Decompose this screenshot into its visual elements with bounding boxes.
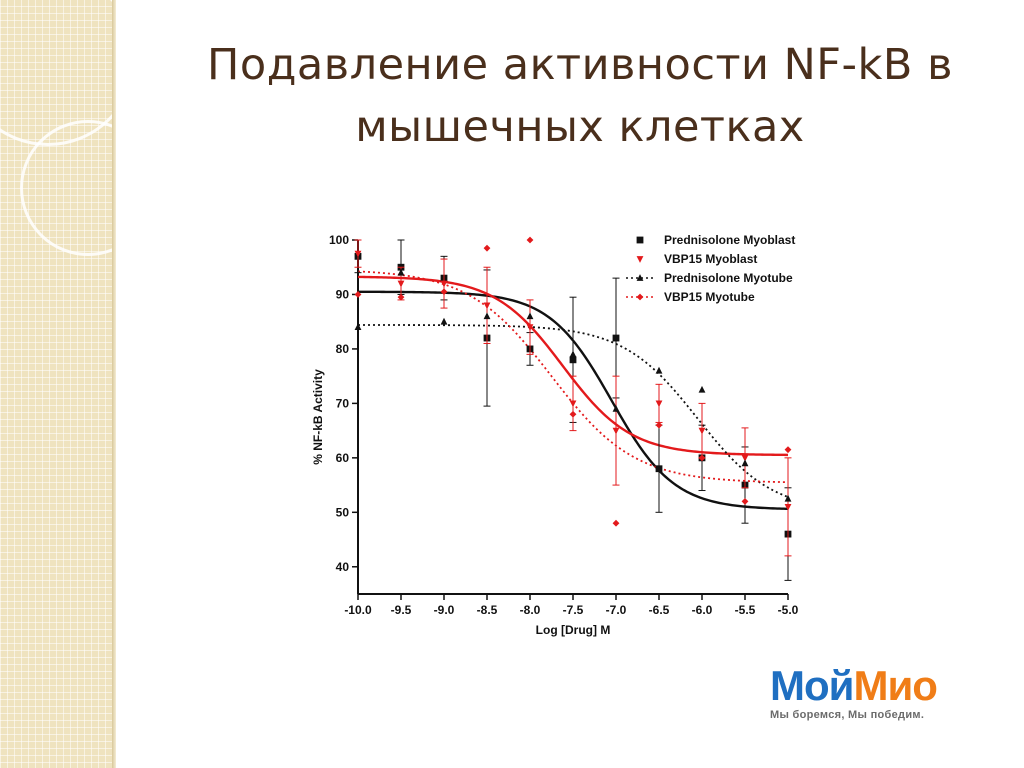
legend-label-1: VBP15 Myoblast [664,252,757,266]
x-tick-label: -5.0 [778,603,799,617]
x-tick-label: -8.0 [520,603,541,617]
x-tick-label: -8.5 [477,603,498,617]
data-point-s2-7 [655,366,663,374]
legend-label-0: Prednisolone Myoblast [664,233,795,247]
legend-label-3: VBP15 Myotube [664,290,755,304]
chart-legend: Prednisolone Myoblast VBP15 Myoblast Predn… [626,233,795,304]
data-point-s1-9 [741,454,749,462]
logo-wordmark: МойМио [770,664,990,708]
legend-marker-3 [636,293,644,301]
data-point-s1-0 [354,250,362,258]
data-point-s3-6 [612,519,620,527]
side-band-edge [112,0,116,768]
data-point-s1-4 [526,324,534,332]
data-point-s3-2 [440,288,448,296]
data-point-s3-9 [741,498,749,505]
y-axis-title: % NF-kB Activity [311,369,325,465]
logo-part-2: Мио [853,662,937,709]
x-tick-label: -7.5 [563,603,584,617]
moymio-logo: МойМио Мы боремся, Мы победим. [770,664,990,724]
x-tick-label: -7.0 [606,603,627,617]
data-point-s3-10 [784,446,792,454]
data-point-s3-7 [655,421,663,429]
legend-label-2: Prednisolone Myotube [664,271,793,285]
legend-marker-0 [636,236,644,244]
data-point-s0-5 [569,356,577,364]
decorative-side-band [0,0,112,768]
data-points [354,236,792,581]
x-tick-label: -6.0 [692,603,713,617]
data-point-s2-5 [569,350,577,358]
data-point-s3-4 [526,236,534,244]
y-tick-label: 60 [336,451,350,465]
x-tick-label: -9.5 [391,603,412,617]
data-point-s1-8 [698,427,706,435]
data-point-s1-1 [397,280,405,288]
data-point-s1-3 [483,302,491,310]
data-point-s3-3 [483,244,491,252]
y-tick-label: 90 [336,287,350,301]
y-tick-label: 80 [336,342,350,356]
logo-part-1: Мой [770,662,854,709]
legend-marker-1 [636,256,644,263]
x-tick-label: -6.5 [649,603,670,617]
dose-response-chart: 40 50 60 70 80 90 100 -10.0 -9.5 -9.0 -8.5 -8.0 -7.5… [311,233,799,637]
data-point-s2-3 [483,312,491,320]
data-point-s1-6 [612,427,620,435]
x-tick-label: -5.5 [735,603,756,617]
data-point-s2-0 [354,323,362,331]
data-point-s2-1 [397,268,405,276]
y-tick-label: 100 [329,233,349,247]
data-point-s0-7 [655,465,663,473]
chart-axes: 40 50 60 70 80 90 100 -10.0 -9.5 -9.0 -8.5 -8.0 -7.5… [311,233,799,637]
data-point-s2-8 [698,385,706,393]
data-point-s2-4 [526,312,534,320]
y-tick-label: 40 [336,560,350,574]
data-point-s1-7 [655,400,663,408]
slide-title-line1: Подавление активности NF-kB в [207,40,953,90]
data-point-s3-0 [354,291,362,298]
data-point-s1-2 [440,280,448,288]
x-tick-label: -10.0 [344,603,372,617]
data-point-s0-6 [612,334,620,342]
slide-title: Подавление активности NF-kB в мышечных к… [150,34,1010,158]
y-tick-label: 50 [336,505,350,519]
data-point-s1-5 [569,400,577,408]
data-point-s2-6 [612,404,620,412]
data-point-s2-9 [741,459,749,467]
slide-title-line2: мышечных клетках [355,102,805,152]
legend-marker-2 [636,274,644,281]
data-point-s3-8 [698,454,706,462]
data-point-s2-10 [784,494,792,502]
x-axis-title: Log [Drug] M [536,623,611,637]
data-point-s1-10 [784,503,792,511]
logo-slogan: Мы боремся, Мы победим. [770,709,925,721]
data-point-s2-2 [440,317,448,325]
y-tick-label: 70 [336,396,350,410]
data-point-s3-5 [569,410,577,418]
x-tick-label: -9.0 [434,603,455,617]
